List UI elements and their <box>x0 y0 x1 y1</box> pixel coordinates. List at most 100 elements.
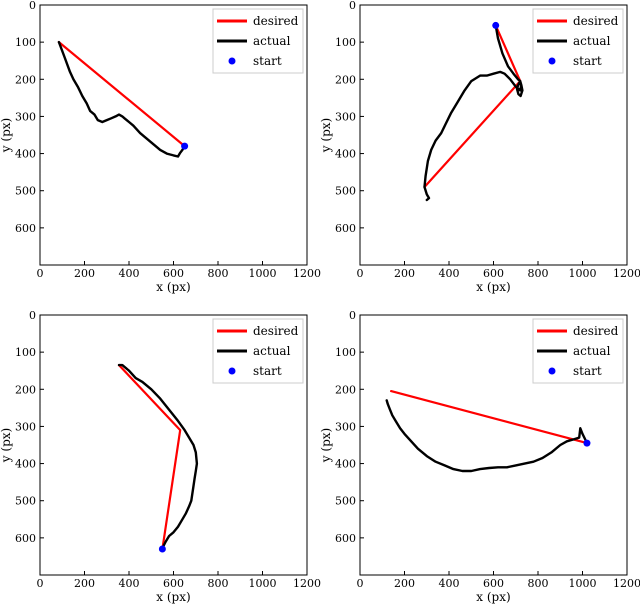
x-tick-label: 600 <box>163 267 184 280</box>
y-tick-label: 300 <box>335 110 356 123</box>
x-tick-label: 800 <box>208 577 229 590</box>
legend-label-start: start <box>573 364 602 378</box>
legend: desired actual start <box>532 8 624 74</box>
y-tick-label: 0 <box>29 309 36 322</box>
x-tick-label: 800 <box>528 267 549 280</box>
legend-start-marker <box>228 57 236 65</box>
x-axis-label: x (px) <box>156 590 190 604</box>
x-tick-label: 200 <box>74 577 95 590</box>
y-tick-label: 300 <box>335 420 356 433</box>
legend-label-desired: desired <box>573 324 619 338</box>
legend-label-start: start <box>253 54 282 68</box>
y-tick-label: 400 <box>15 148 36 161</box>
x-tick-label: 1200 <box>613 267 640 280</box>
chart-panel-4: 0 200 400 600 800 1000 1200 0 100 200 300 400 500 600… <box>319 309 640 604</box>
desired-trajectory-line <box>57 40 186 148</box>
x-tick-label: 400 <box>119 577 140 590</box>
y-tick-label: 0 <box>349 0 356 12</box>
y-tick-label: 400 <box>335 458 356 471</box>
y-tick-label: 400 <box>335 148 356 161</box>
y-tick-label: 600 <box>335 222 356 235</box>
y-tick-label: 300 <box>15 110 36 123</box>
actual-trajectory-line <box>117 363 199 551</box>
chart-panel-3: 0 200 400 600 800 1000 1200 0 100 200 300 400 500 600… <box>0 309 321 604</box>
legend-label-actual: actual <box>253 34 291 48</box>
y-tick-label: 500 <box>335 185 356 198</box>
x-tick-label: 400 <box>439 577 460 590</box>
y-tick-label: 600 <box>335 532 356 545</box>
desired-trajectory-line <box>390 390 589 445</box>
desired-trajectory-line <box>423 24 522 189</box>
actual-trajectory-line <box>57 40 186 158</box>
x-tick-label: 1000 <box>249 267 277 280</box>
x-tick-label: 200 <box>394 577 415 590</box>
desired-trajectory-line <box>117 364 182 551</box>
x-tick-label: 0 <box>357 577 364 590</box>
legend: desired actual start <box>532 318 624 384</box>
x-axis-label: x (px) <box>476 590 510 604</box>
legend-start-marker <box>548 57 556 65</box>
y-tick-label: 100 <box>335 36 356 49</box>
x-tick-label: 200 <box>74 267 95 280</box>
x-tick-label: 800 <box>208 267 229 280</box>
y-axis-label: y (px) <box>0 118 13 153</box>
x-tick-label: 800 <box>528 577 549 590</box>
legend-start-marker <box>548 367 556 375</box>
y-axis-label: y (px) <box>0 428 13 463</box>
x-axis-label: x (px) <box>476 280 510 294</box>
chart-panel-2: 0 200 400 600 800 1000 1200 0 100 200 300 400 500 600… <box>319 0 640 294</box>
x-tick-label: 200 <box>394 267 415 280</box>
legend: desired actual start <box>212 318 304 384</box>
y-tick-label: 100 <box>15 36 36 49</box>
legend-start-marker <box>228 367 236 375</box>
x-tick-label: 0 <box>357 267 364 280</box>
y-tick-label: 0 <box>349 309 356 322</box>
legend: desired actual start <box>212 8 304 74</box>
x-tick-label: 0 <box>37 267 44 280</box>
x-tick-label: 0 <box>37 577 44 590</box>
y-axis-label: y (px) <box>319 118 333 153</box>
x-tick-label: 1000 <box>569 577 597 590</box>
start-point-marker <box>583 439 591 447</box>
x-tick-label: 1200 <box>613 577 640 590</box>
x-tick-label: 600 <box>483 267 504 280</box>
legend-label-start: start <box>253 364 282 378</box>
legend-label-actual: actual <box>573 34 611 48</box>
start-point-marker <box>492 21 500 29</box>
y-tick-label: 100 <box>335 346 356 359</box>
legend-label-actual: actual <box>253 344 291 358</box>
legend-label-actual: actual <box>573 344 611 358</box>
y-tick-label: 200 <box>335 383 356 396</box>
x-tick-label: 1000 <box>569 267 597 280</box>
y-tick-label: 500 <box>335 495 356 508</box>
actual-trajectory-line <box>385 399 589 473</box>
y-tick-label: 200 <box>15 73 36 86</box>
legend-label-desired: desired <box>253 14 299 28</box>
y-tick-label: 300 <box>15 420 36 433</box>
actual-trajectory-line <box>423 24 524 202</box>
legend-label-desired: desired <box>573 14 619 28</box>
x-tick-label: 400 <box>439 267 460 280</box>
y-tick-label: 0 <box>29 0 36 12</box>
x-tick-label: 1200 <box>293 577 321 590</box>
start-point-marker <box>158 545 166 553</box>
y-tick-label: 200 <box>15 383 36 396</box>
y-tick-label: 200 <box>335 73 356 86</box>
legend-label-desired: desired <box>253 324 299 338</box>
chart-panel-1: 0 200 400 600 800 1000 1200 0 100 200 300 400 500 600… <box>0 0 321 294</box>
legend-label-start: start <box>573 54 602 68</box>
x-tick-label: 1200 <box>293 267 321 280</box>
y-tick-label: 600 <box>15 222 36 235</box>
x-axis-label: x (px) <box>156 280 190 294</box>
y-tick-label: 100 <box>15 346 36 359</box>
x-tick-label: 1000 <box>249 577 277 590</box>
x-tick-label: 400 <box>119 267 140 280</box>
y-axis-label: y (px) <box>319 428 333 463</box>
x-tick-label: 600 <box>163 577 184 590</box>
x-tick-label: 600 <box>483 577 504 590</box>
y-tick-label: 500 <box>15 495 36 508</box>
y-tick-label: 500 <box>15 185 36 198</box>
start-point-marker <box>181 142 189 150</box>
y-tick-label: 600 <box>15 532 36 545</box>
